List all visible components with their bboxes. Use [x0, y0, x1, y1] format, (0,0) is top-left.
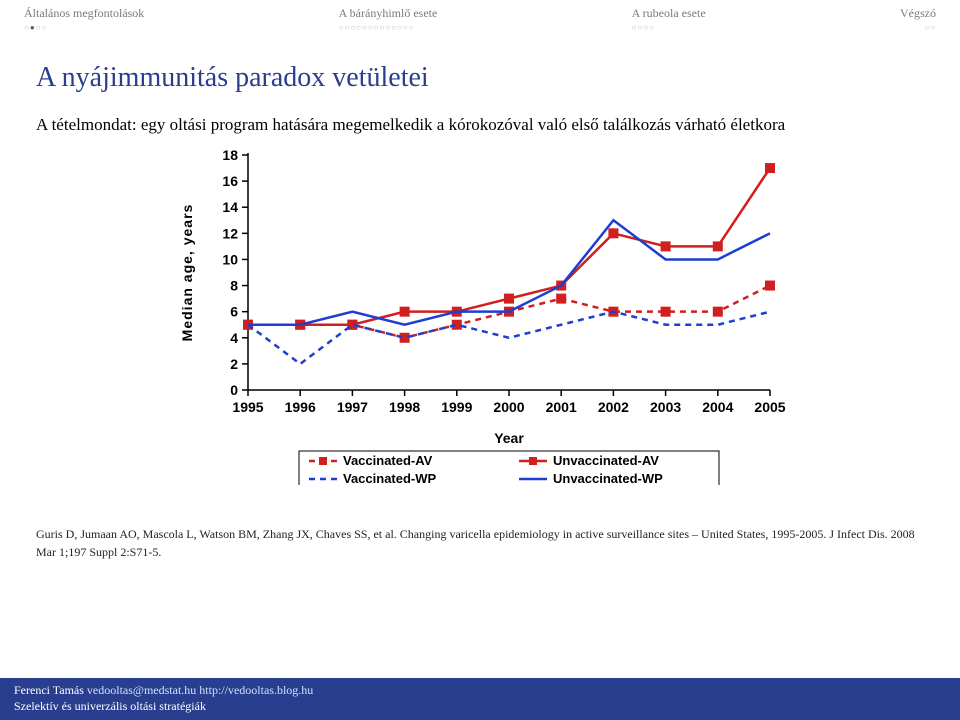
svg-text:10: 10 [222, 251, 238, 267]
svg-text:2000: 2000 [493, 399, 524, 415]
svg-text:Unvaccinated-AV: Unvaccinated-AV [553, 453, 659, 468]
svg-text:Unvaccinated-WP: Unvaccinated-WP [553, 471, 663, 485]
nav-dots: ○●○○ [24, 23, 47, 32]
svg-text:6: 6 [230, 304, 238, 320]
slide: Általános megfontolások ○●○○ A bárányhim… [0, 0, 960, 720]
nav-dots: ○○ [924, 23, 936, 32]
svg-text:8: 8 [230, 277, 238, 293]
nav-section-2[interactable]: A rubeola esete ○○○○ [632, 6, 706, 32]
chart-container: 0 2 4 6 8 10 12 14 16 18 1995 1996 1997 1998 1999 2000 2… [0, 145, 960, 485]
footer-author: Ferenci Tamás [14, 683, 84, 697]
svg-text:0: 0 [230, 382, 238, 398]
footer-email-link[interactable]: vedooltas@medstat.hu [87, 683, 196, 697]
nav-label: Általános megfontolások [24, 6, 144, 21]
svg-text:12: 12 [222, 225, 238, 241]
statement-text: A tételmondat: egy oltási program hatásá… [0, 100, 960, 137]
svg-text:Year: Year [494, 430, 524, 446]
svg-text:2002: 2002 [598, 399, 629, 415]
footer-url-link[interactable]: http://vedooltas.blog.hu [199, 683, 313, 697]
svg-text:2004: 2004 [702, 399, 733, 415]
svg-text:4: 4 [230, 330, 238, 346]
svg-text:1995: 1995 [232, 399, 263, 415]
svg-text:Vaccinated-AV: Vaccinated-AV [343, 453, 433, 468]
svg-text:Vaccinated-WP: Vaccinated-WP [343, 471, 437, 485]
svg-text:14: 14 [222, 199, 238, 215]
svg-text:1999: 1999 [441, 399, 472, 415]
svg-text:1998: 1998 [389, 399, 420, 415]
svg-text:1997: 1997 [337, 399, 368, 415]
nav-section-0[interactable]: Általános megfontolások ○●○○ [24, 6, 144, 32]
svg-text:18: 18 [222, 147, 238, 163]
nav-label: A bárányhimlő esete [339, 6, 438, 21]
nav-dots: ○○○○ [632, 23, 655, 32]
nav-section-3[interactable]: Végszó ○○ [900, 6, 936, 32]
nav-label: Végszó [900, 6, 936, 21]
svg-text:2003: 2003 [650, 399, 681, 415]
footer-bar: Ferenci Tamás vedooltas@medstat.hu http:… [0, 678, 960, 720]
nav-section-1[interactable]: A bárányhimlő esete ○○○○○○○○○○○○○ [339, 6, 438, 32]
nav-dots: ○○○○○○○○○○○○○ [339, 23, 415, 32]
svg-text:2: 2 [230, 356, 238, 372]
top-nav: Általános megfontolások ○●○○ A bárányhim… [0, 0, 960, 32]
nav-label: A rubeola esete [632, 6, 706, 21]
svg-text:16: 16 [222, 173, 238, 189]
footer-subtitle: Szelektív és univerzális oltási stratégi… [14, 698, 946, 714]
median-age-chart: 0 2 4 6 8 10 12 14 16 18 1995 1996 1997 1998 1999 2000 2… [170, 145, 790, 485]
svg-text:1996: 1996 [285, 399, 316, 415]
svg-text:Median age, years: Median age, years [179, 204, 195, 342]
svg-text:2005: 2005 [754, 399, 785, 415]
page-title: A nyájimmunitás paradox vetületei [0, 32, 960, 100]
reference-text: Guris D, Jumaan AO, Mascola L, Watson BM… [0, 485, 960, 561]
svg-text:2001: 2001 [546, 399, 577, 415]
